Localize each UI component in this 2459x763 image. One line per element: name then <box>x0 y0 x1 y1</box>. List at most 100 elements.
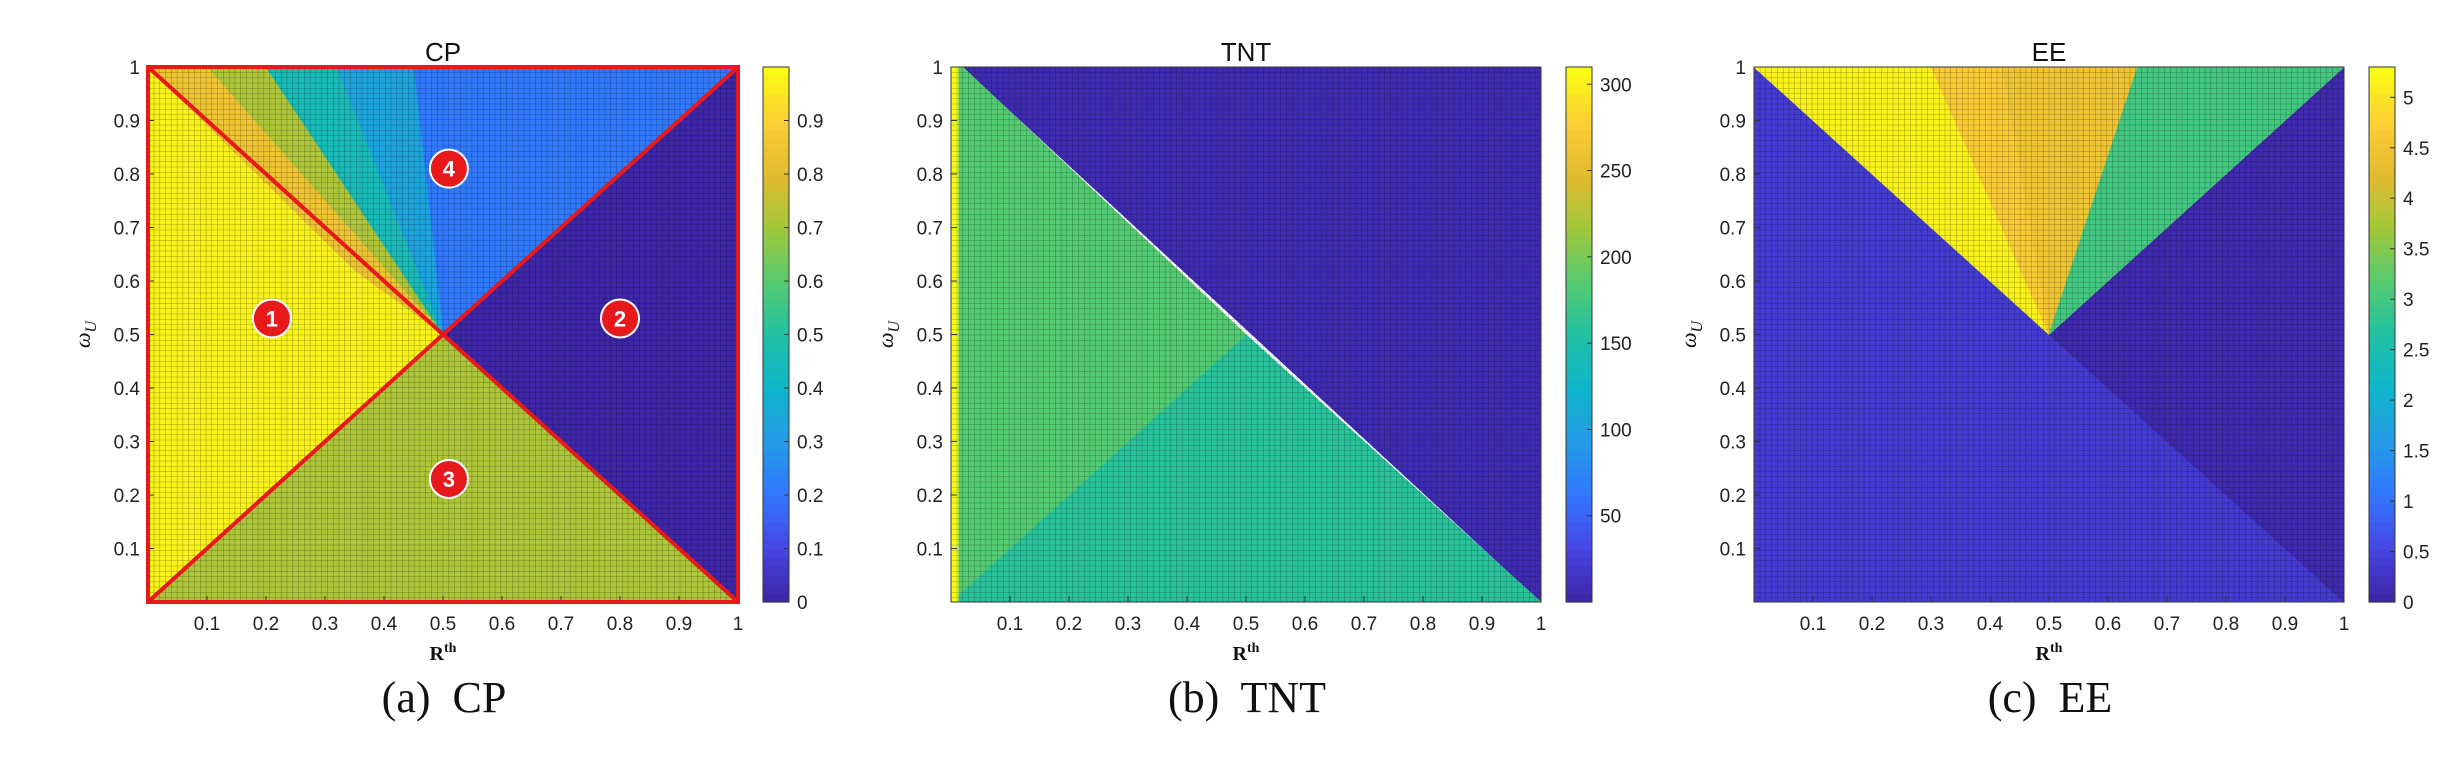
colorbar-segment <box>2369 182 2395 193</box>
colorbar-segment <box>2369 432 2395 443</box>
colorbar-segment <box>763 263 789 273</box>
colorbar-segment <box>2369 147 2395 157</box>
x-tick-label: 0.7 <box>2154 614 2180 635</box>
colorbar-segment <box>2369 530 2395 541</box>
colorbar-segment <box>763 414 789 425</box>
colorbar-segment <box>2369 316 2395 327</box>
colorbar-segment <box>763 566 789 576</box>
colorbar-segment <box>763 182 789 193</box>
colorbar-segment <box>1566 156 1592 166</box>
colorbar-segment <box>2369 512 2395 523</box>
region-marker-1 <box>251 298 292 339</box>
colorbar-tick-label: 0.7 <box>797 219 823 240</box>
colorbar-segment <box>2369 209 2395 220</box>
y-tick-label: 0.3 <box>114 433 140 454</box>
colorbar-segment <box>1566 593 1592 603</box>
colorbar-segment <box>763 281 789 291</box>
y-tick-label: 0.9 <box>1720 112 1746 133</box>
colorbar-segment <box>763 67 789 77</box>
x-tick-label: 0.8 <box>1410 614 1436 635</box>
colorbar-segment <box>763 209 789 220</box>
colorbar-segment <box>2369 388 2395 398</box>
y-axis-label: ωU <box>1676 320 1706 349</box>
colorbar-segment <box>1566 432 1592 443</box>
colorbar-segment <box>2369 450 2395 460</box>
colorbar-segment <box>1566 67 1592 77</box>
colorbar-segment <box>763 495 789 505</box>
colorbar-segment <box>2369 575 2395 585</box>
colorbar-segment <box>763 245 789 255</box>
y-tick-label: 0.6 <box>1720 272 1746 293</box>
colorbar-segment <box>763 165 789 175</box>
y-tick-label: 0.3 <box>1720 433 1746 454</box>
x-tick-label: 1 <box>1536 614 1547 635</box>
colorbar-segment <box>2369 102 2395 113</box>
colorbar-segment <box>1566 111 1592 122</box>
colorbar-segment <box>1566 477 1592 487</box>
colorbar-segment <box>763 174 789 184</box>
colorbar-segment <box>763 548 789 559</box>
colorbar-segment <box>763 361 789 371</box>
colorbar-segment <box>2369 361 2395 371</box>
y-tick-label: 0.2 <box>1720 486 1746 507</box>
colorbar-tick-label: 2.5 <box>2403 341 2429 362</box>
colorbar-segment <box>2369 548 2395 559</box>
colorbar-segment <box>1566 566 1592 576</box>
colorbar-segment <box>2369 503 2395 514</box>
colorbar-segment <box>2369 298 2395 309</box>
region-marker-label: 3 <box>443 467 455 492</box>
x-tick-label: 1 <box>733 614 744 635</box>
colorbar-segment <box>1566 379 1592 389</box>
colorbar-segment <box>1566 459 1592 469</box>
x-tick-label: 0.1 <box>997 614 1023 635</box>
colorbar-segment <box>1566 539 1592 550</box>
colorbar-segment <box>763 388 789 398</box>
colorbar-segment <box>763 468 789 478</box>
colorbar-segment <box>1566 298 1592 309</box>
colorbar-segment <box>1566 227 1592 238</box>
x-axis-label: Rth <box>1233 641 1260 665</box>
colorbar-segment <box>1566 182 1592 193</box>
x-tick-label: 0.1 <box>1800 614 1826 635</box>
colorbar-segment <box>2369 566 2395 576</box>
colorbar-segment <box>2369 200 2395 211</box>
colorbar-segment <box>2369 584 2395 594</box>
colorbar-segment <box>763 503 789 514</box>
colorbar-segment <box>2369 370 2395 380</box>
colorbar-segment <box>2369 218 2395 229</box>
colorbar-frame <box>2368 66 2396 603</box>
panel-tnt: TNT 0.1 0.2 0.3 0.4 0.5 0.6 0.7 0.8 0.9 1 0.1 0.2 0.3… <box>873 37 1632 665</box>
y-tick-label: 0.1 <box>114 540 140 561</box>
colorbar-segment <box>1566 495 1592 505</box>
colorbar-segment <box>763 379 789 389</box>
chart-title: CP <box>425 37 461 67</box>
y-tick-label: 0.5 <box>917 326 943 347</box>
colorbar-segment <box>1566 414 1592 425</box>
colorbar-segment <box>763 343 789 353</box>
heatmap-grid <box>1754 67 2344 602</box>
colorbar-segment <box>763 191 789 202</box>
x-tick-label: 0.4 <box>1977 614 2004 635</box>
colorbar-segment <box>763 539 789 550</box>
colorbar-segment <box>1566 343 1592 353</box>
colorbar-tick-label: 1 <box>2403 492 2414 513</box>
y-tick-label: 0.5 <box>1720 326 1746 347</box>
colorbar-segment <box>763 120 789 131</box>
chart-title: EE <box>2032 37 2067 67</box>
region-marker-2 <box>600 298 640 339</box>
colorbar-segment <box>2369 352 2395 362</box>
colorbar-segment <box>763 138 789 148</box>
x-tick-label: 0.9 <box>666 614 692 635</box>
colorbar-tick-label: 5 <box>2403 88 2414 109</box>
colorbar-segment <box>1566 272 1592 282</box>
colorbar-segment <box>2369 521 2395 532</box>
colorbar-segment <box>1566 468 1592 478</box>
colorbar-segment <box>2369 396 2395 407</box>
panel-cp: CP 0.1 0.2 0.3 0.4 0.5 0.6 0.7 0.8 0.9 1 0.1 0.2 0.3 0… <box>70 37 824 665</box>
colorbar-segment <box>1566 486 1592 496</box>
colorbar-segment <box>1566 423 1592 434</box>
colorbar-segment <box>1566 325 1592 336</box>
colorbar-segment <box>763 459 789 469</box>
y-tick-label: 0.7 <box>917 219 943 240</box>
colorbar-segment <box>763 557 789 567</box>
